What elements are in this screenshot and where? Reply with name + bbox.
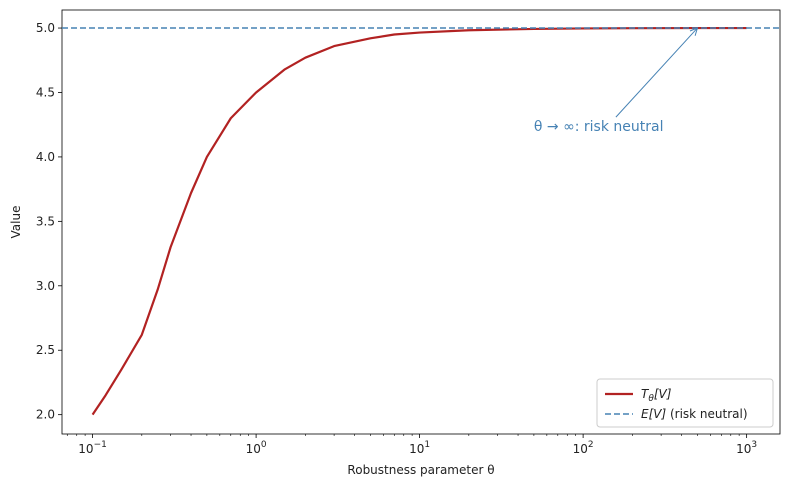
annotation-arrowhead [689,27,699,36]
legend-label: Tθ[V] [641,387,672,404]
legend-label: E[V] (risk neutral) [641,407,748,421]
x-axis-label: Robustness parameter θ [347,463,494,477]
x-tick-label: 10−1 [78,440,107,456]
y-tick-label: 3.0 [36,279,55,293]
x-tick-label: 100 [246,440,267,456]
series-group [62,26,780,416]
y-tick-label: 2.5 [36,343,55,357]
y-tick-label: 5.0 [36,21,55,35]
y-axis-label: Value [9,206,23,239]
legend-box [596,378,774,428]
x-tick-label: 102 [573,440,594,456]
y-tick-label: 3.5 [36,214,55,228]
x-tick-label: 103 [736,440,757,456]
series-line-robust-value [91,26,747,416]
annotation-arrow [615,27,698,118]
legend: Tθ[V] E[V] (risk neutral) [596,378,774,428]
axes [61,9,781,435]
plot-frame [61,9,781,435]
x-tick-label: 101 [409,440,430,456]
y-tick-label: 4.0 [36,150,55,164]
annotation-group: θ → ∞: risk neutral [534,27,699,135]
annotation-text: θ → ∞: risk neutral [534,119,664,135]
y-tick-label: 4.5 [36,85,55,99]
tick-group: 10−1 100 101 102 103 2.0 2.5 3.0 3.5 4.0 4.5 5.0 [36,21,757,456]
y-tick-label: 2.0 [36,408,55,422]
